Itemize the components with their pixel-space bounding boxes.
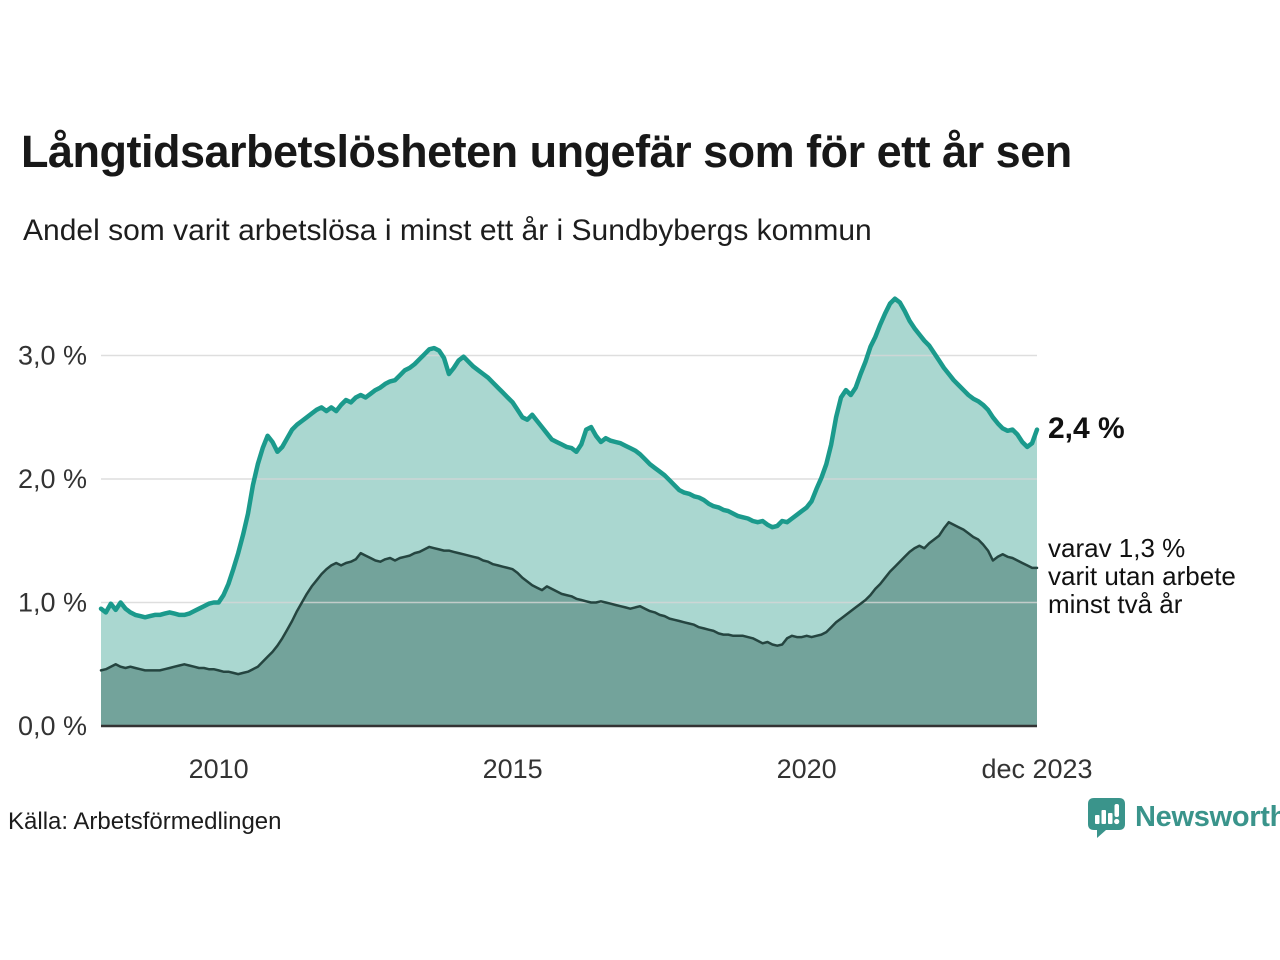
series2-annotation-line2: varit utan arbete (1048, 561, 1236, 591)
y-tick-label: 0,0 % (18, 711, 87, 741)
series2-end-annotation: varav 1,3 % varit utan arbete minst två … (1048, 534, 1236, 618)
series1-end-value-label: 2,4 % (1048, 412, 1125, 445)
source-note: Källa: Arbetsförmedlingen (8, 808, 282, 835)
area-chart: 0,0 % 1,0 % 2,0 % 3,0 % 2010 2015 2020 dec 2023 (18, 296, 1093, 784)
series-area-1 (101, 522, 1037, 726)
y-tick-label: 2,0 % (18, 464, 87, 494)
brand-name: Newsworthy (1135, 801, 1280, 833)
x-tick-label: 2010 (189, 754, 249, 784)
brand-logo: Newsworthy (1086, 796, 1280, 839)
x-tick-label: 2015 (483, 754, 543, 784)
series2-annotation-line3: minst två år (1048, 589, 1183, 619)
series2-annotation-line1: varav 1,3 % (1048, 533, 1186, 563)
series-line-1 (99, 520, 1039, 676)
page-title: Långtidsarbetslösheten ungefär som för e… (21, 126, 1072, 177)
x-tick-label: 2020 (777, 754, 837, 784)
page-subtitle: Andel som varit arbetslösa i minst ett å… (23, 214, 872, 247)
series-line-0 (98, 296, 1040, 620)
newsworthy-icon (1088, 798, 1125, 838)
y-tick-label: 1,0 % (18, 588, 87, 618)
x-tick-label: dec 2023 (981, 754, 1092, 784)
y-tick-label: 3,0 % (18, 341, 87, 371)
